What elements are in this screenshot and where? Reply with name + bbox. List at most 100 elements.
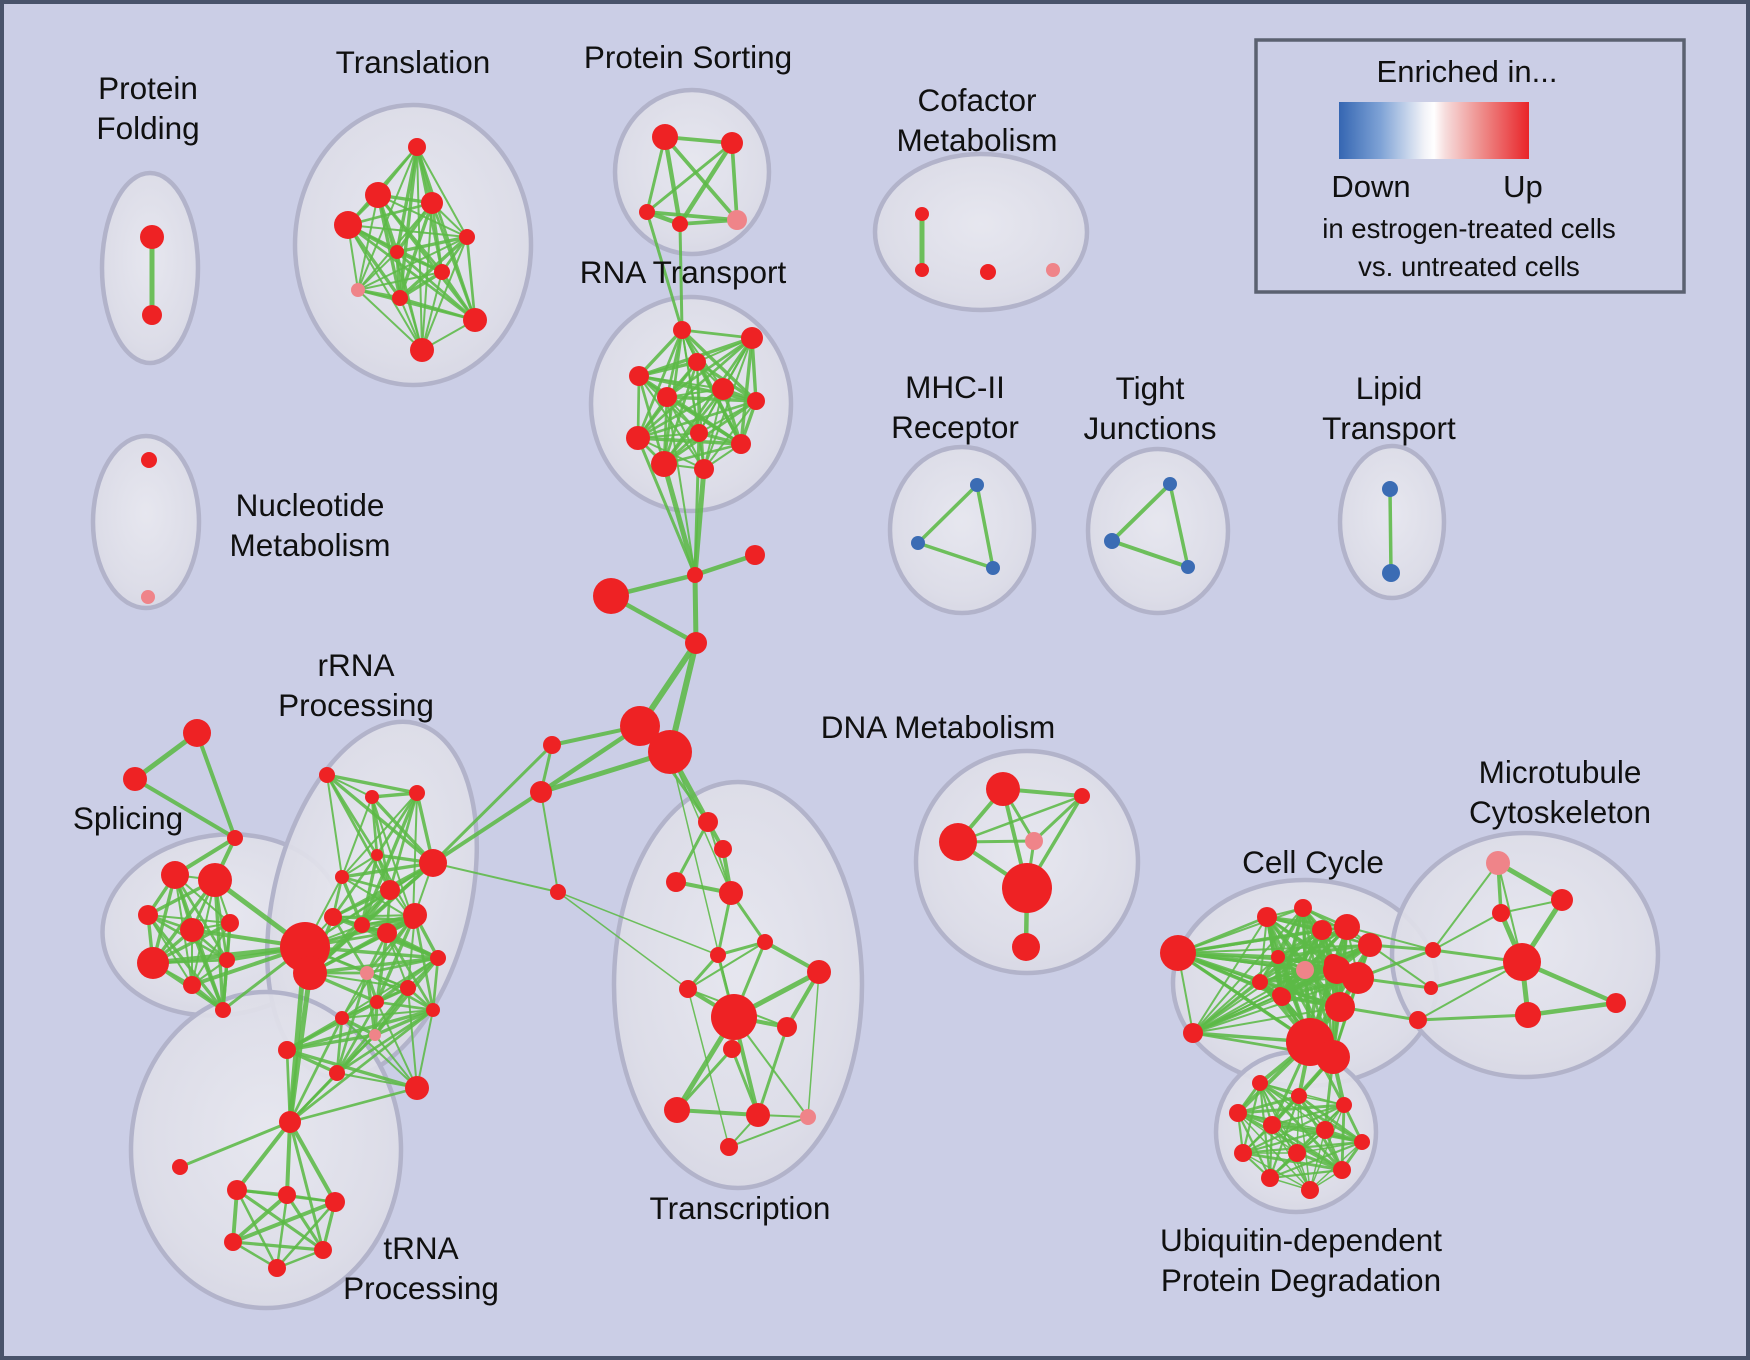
gene-set-node-pink (1046, 263, 1060, 277)
edge (1417, 961, 1523, 1021)
edge (133, 777, 237, 840)
cluster-label-microtubule-cytoskeleton: Cytoskeleton (1469, 794, 1651, 830)
gene-set-node-red (980, 264, 996, 280)
edge (235, 1120, 292, 1192)
gene-set-node-red (1334, 914, 1360, 940)
cluster-label-nucleotide-metabolism: Nucleotide (236, 487, 385, 523)
edge (421, 271, 443, 351)
gene-set-node-red (1183, 1023, 1203, 1043)
cluster-label-mhc-ii-receptor: MHC-II (905, 369, 1005, 405)
gene-set-node-red (278, 1186, 296, 1204)
gene-set-node-red (745, 545, 765, 565)
gene-set-node-red (293, 956, 327, 990)
edge (195, 731, 237, 840)
cluster-label-protein-folding: Folding (96, 110, 199, 146)
edge (288, 1016, 344, 1124)
edge (687, 941, 766, 990)
gene-set-node-red (183, 976, 201, 994)
gene-set-node-pink (360, 966, 374, 980)
edge (340, 861, 435, 879)
gene-set-node-red (198, 863, 232, 897)
edge (412, 792, 418, 921)
cluster-label-cofactor-metabolism: Cofactor (917, 82, 1036, 118)
cluster-label-protein-sorting: Protein Sorting (584, 39, 792, 75)
gene-set-node-red (657, 387, 677, 407)
gene-set-node-red (1160, 935, 1196, 971)
gene-set-node-blue (986, 561, 1000, 575)
gene-set-node-red (1263, 1116, 1281, 1134)
gene-set-node-red (459, 229, 475, 245)
gene-set-node-red (712, 378, 734, 400)
edge (637, 328, 684, 378)
edge (285, 1193, 325, 1252)
gene-set-node-red (138, 905, 158, 925)
edge (395, 250, 477, 322)
gene-set-node-red (710, 947, 726, 963)
gene-set-node-red (747, 392, 765, 410)
gene-set-node-red (666, 872, 686, 892)
gene-set-node-red (1288, 1144, 1306, 1162)
edge (1276, 943, 1372, 959)
edge (703, 400, 757, 470)
cluster-label-ubiquitin-degradation: Protein Degradation (1161, 1262, 1441, 1298)
gene-set-node-red (325, 1192, 345, 1212)
legend-down-label: Down (1331, 169, 1410, 204)
cluster-label-transcription: Transcription (650, 1190, 831, 1226)
gene-set-node-red (335, 870, 349, 884)
edge (346, 223, 477, 322)
edge (1241, 1128, 1327, 1155)
cluster-label-cofactor-metabolism: Metabolism (896, 122, 1057, 158)
edge (975, 483, 995, 570)
edge (663, 135, 739, 222)
edge (1268, 1168, 1344, 1180)
gene-set-node-red (123, 767, 147, 791)
edge (398, 296, 477, 322)
edge (357, 236, 468, 291)
cluster-label-splicing: Splicing (73, 800, 183, 836)
cluster-label-rrna-processing: rRNA (318, 647, 395, 683)
gene-set-node-red (620, 706, 660, 746)
gene-set-node-red (679, 980, 697, 998)
edge (1192, 1006, 1341, 1034)
gene-set-node-red (140, 225, 164, 249)
gene-set-node-red (1229, 1104, 1247, 1122)
cluster-label-rrna-processing: Processing (278, 687, 434, 723)
cluster-label-rna-transport: RNA Transport (580, 254, 787, 290)
cluster-label-protein-folding: Protein (98, 70, 198, 106)
gene-set-node-red (221, 914, 239, 932)
edge (1432, 862, 1499, 951)
gene-set-node-red (365, 182, 391, 208)
gene-set-node-pink (1025, 832, 1043, 850)
edge (662, 134, 683, 227)
edge (666, 396, 696, 576)
gene-set-node-blue (1181, 560, 1195, 574)
edge (645, 210, 739, 222)
gene-set-node-red (1002, 863, 1052, 913)
gene-set-node-blue (1382, 564, 1400, 582)
edge (1192, 916, 1268, 1034)
gene-set-node-red (746, 1103, 770, 1127)
gene-set-node-red (777, 1017, 797, 1037)
gene-set-node-red (1316, 1121, 1334, 1139)
gene-set-node-red (1257, 907, 1277, 927)
gene-set-node-red (1261, 1169, 1279, 1187)
edge (662, 399, 758, 466)
edge (636, 387, 725, 440)
cluster-label-lipid-transport: Lipid (1356, 370, 1423, 406)
legend-title: Enriched in... (1377, 54, 1558, 89)
edge (326, 774, 373, 798)
edge (190, 928, 225, 1012)
legend-subtitle-line2: vs. untreated cells (1358, 251, 1580, 282)
gene-set-node-red (986, 772, 1020, 806)
edge (375, 931, 389, 1004)
gene-set-node-red (741, 327, 763, 349)
gene-set-node-red (215, 1002, 231, 1018)
gene-set-node-red (419, 849, 447, 877)
gene-set-node-red (426, 1003, 440, 1017)
edge (341, 792, 418, 878)
edge (1236, 1111, 1272, 1180)
gene-set-node-red (371, 849, 383, 861)
edge (341, 972, 368, 1019)
gene-set-node-blue (1104, 533, 1120, 549)
cluster-label-microtubule-cytoskeleton: Microtubule (1479, 754, 1642, 790)
